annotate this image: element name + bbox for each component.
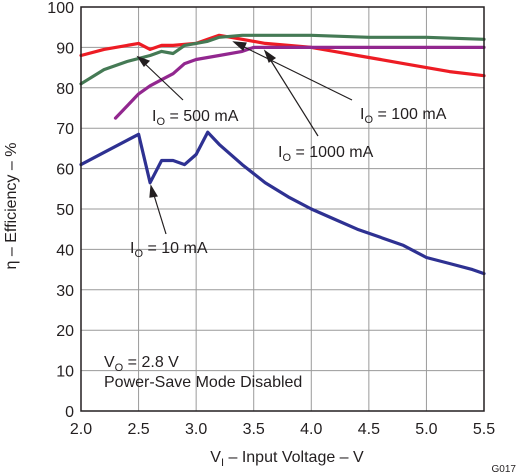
arrow-1000ma-head <box>263 49 277 63</box>
label-1000ma: IO = 1000 mA <box>278 144 374 164</box>
y-tick-label: 30 <box>56 283 74 300</box>
condition-mode: Power-Save Mode Disabled <box>104 374 302 391</box>
label-10ma: IO = 10 mA <box>130 240 208 260</box>
x-tick-label: 3.0 <box>185 421 207 438</box>
y-axis-label: η – Efficiency – % <box>3 143 20 270</box>
arrow-500ma-head <box>136 55 151 67</box>
label-500ma: IO = 500 mA <box>152 108 239 128</box>
x-tick-label: 4.5 <box>358 421 380 438</box>
arrow-10ma <box>152 191 167 235</box>
x-axis-label: VI – Input Voltage – V <box>210 449 364 469</box>
x-tick-label: 2.0 <box>70 421 92 438</box>
arrow-100ma-head <box>232 41 247 52</box>
y-tick-label: 50 <box>56 202 74 219</box>
y-tick-label: 40 <box>56 242 74 259</box>
x-tick-labels: 2.0 2.5 3.0 3.5 4.0 4.5 5.0 5.5 <box>70 421 495 438</box>
series-line-2 <box>79 33 486 86</box>
label-100ma: IO = 100 mA <box>360 106 447 126</box>
x-tick-label: 5.5 <box>473 421 495 438</box>
y-tick-label: 0 <box>65 404 74 421</box>
arrow-500ma <box>141 60 184 101</box>
x-tick-label: 2.5 <box>127 421 149 438</box>
y-tick-labels: 0 10 20 30 40 50 60 70 80 90 100 <box>47 0 74 421</box>
series-layer <box>79 33 486 276</box>
x-tick-label: 5.0 <box>415 421 437 438</box>
figure-id: G017 <box>492 464 517 474</box>
arrow-100ma <box>239 44 353 101</box>
y-tick-label: 60 <box>56 162 74 179</box>
series-line-1 <box>79 33 486 78</box>
x-tick-label: 4.0 <box>300 421 322 438</box>
arrow-10ma-head <box>149 184 158 198</box>
annotation-arrows <box>136 41 353 235</box>
y-tick-label: 90 <box>56 40 74 57</box>
series-line-0 <box>79 130 486 276</box>
y-tick-label: 10 <box>56 364 74 381</box>
y-tick-label: 80 <box>56 81 74 98</box>
arrow-1000ma <box>267 55 319 137</box>
plot-frame <box>80 6 485 412</box>
x-tick-label: 3.5 <box>243 421 265 438</box>
y-tick-label: 100 <box>47 0 74 17</box>
condition-vout: VO = 2.8 V <box>104 354 179 374</box>
y-tick-label: 70 <box>56 121 74 138</box>
y-tick-label: 20 <box>56 323 74 340</box>
series-line-3 <box>113 45 486 120</box>
